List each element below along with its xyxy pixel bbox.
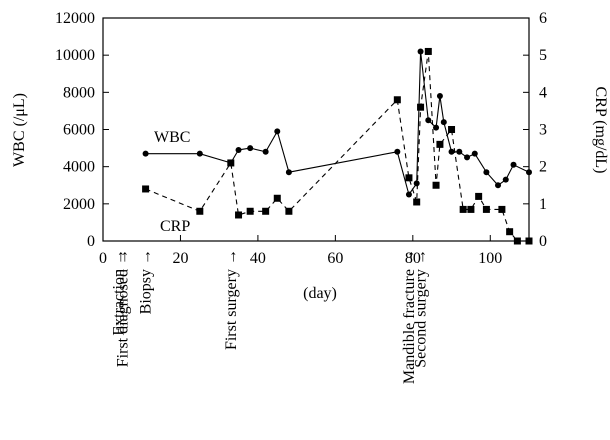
data-point-crp bbox=[482, 205, 490, 213]
y-left-tick-label: 4000 bbox=[63, 159, 95, 176]
data-point-wbc bbox=[394, 148, 401, 155]
data-point-crp bbox=[498, 205, 506, 213]
y-left-tick-label: 0 bbox=[87, 233, 95, 250]
data-point-wbc bbox=[440, 119, 447, 126]
y-axis-label-left: WBC (/μL) bbox=[11, 93, 28, 167]
y-axis-label-right: CRP (mg/dL) bbox=[592, 87, 609, 174]
data-point-crp bbox=[432, 181, 440, 189]
data-point-wbc bbox=[436, 93, 443, 100]
data-point-crp bbox=[227, 159, 235, 167]
event-label: First surgery → bbox=[223, 249, 240, 350]
event-label: Mandible fracture → bbox=[401, 249, 418, 384]
event-label: Biopsy → bbox=[138, 249, 155, 314]
data-point-crp bbox=[459, 205, 467, 213]
data-point-wbc bbox=[425, 117, 432, 124]
data-point-crp bbox=[413, 198, 421, 206]
data-point-wbc bbox=[510, 161, 517, 168]
data-point-crp bbox=[436, 140, 444, 148]
y-right-tick-label: 0 bbox=[539, 233, 547, 250]
data-point-crp bbox=[467, 205, 475, 213]
y-right-tick-label: 6 bbox=[539, 10, 547, 27]
x-tick-label: 100 bbox=[478, 250, 502, 267]
y-left-tick-label: 2000 bbox=[63, 196, 95, 213]
data-point-wbc bbox=[235, 146, 242, 153]
series-label-wbc: WBC bbox=[154, 129, 190, 146]
y-right-tick-label: 5 bbox=[539, 47, 547, 64]
data-point-wbc bbox=[483, 169, 490, 176]
data-point-crp bbox=[405, 174, 413, 182]
series-layer bbox=[142, 47, 533, 245]
data-point-wbc bbox=[471, 150, 478, 157]
data-point-crp bbox=[424, 47, 432, 55]
event-label: Second surgery → bbox=[413, 249, 430, 368]
x-tick-label: 40 bbox=[250, 250, 266, 267]
y-left-tick-label: 6000 bbox=[63, 122, 95, 139]
x-tick-label: 20 bbox=[172, 250, 188, 267]
y-left-tick-label: 10000 bbox=[55, 47, 95, 64]
x-tick-label: 0 bbox=[99, 250, 107, 267]
events-layer: Extraction →First diagnosed → Biopsy → Fir… bbox=[111, 249, 430, 384]
x-tick-label: 80 bbox=[405, 250, 421, 267]
event-label: First diagnosed → bbox=[114, 249, 131, 367]
series-label-crp: CRP bbox=[160, 218, 190, 235]
y-left-tick-label: 8000 bbox=[63, 84, 95, 101]
x-axis-label: (day) bbox=[303, 285, 337, 302]
series-line-wbc bbox=[145, 51, 530, 196]
data-point-wbc bbox=[448, 148, 455, 155]
y-left-tick-label: 12000 bbox=[55, 10, 95, 27]
data-point-wbc bbox=[464, 154, 471, 161]
data-point-wbc bbox=[456, 148, 463, 155]
y-right-tick-label: 4 bbox=[539, 84, 547, 101]
y-right-tick-label: 1 bbox=[539, 196, 547, 213]
y-right-tick-label: 3 bbox=[539, 122, 547, 139]
right-axis-ticks: 0 1 2 3 4 5 6 bbox=[523, 10, 547, 250]
data-point-crp bbox=[142, 185, 150, 193]
data-point-wbc bbox=[285, 169, 292, 176]
data-point-crp bbox=[475, 192, 483, 200]
left-axis-ticks: 0 2000 4000 6000 8000 10000 12000 bbox=[55, 10, 109, 250]
data-point-crp bbox=[262, 207, 270, 215]
data-point-crp bbox=[273, 194, 281, 202]
data-point-wbc bbox=[274, 128, 281, 135]
data-point-crp bbox=[246, 207, 254, 215]
data-point-wbc bbox=[405, 191, 412, 198]
data-point-crp bbox=[417, 103, 425, 111]
y-right-tick-label: 2 bbox=[539, 159, 547, 176]
data-point-wbc bbox=[196, 150, 203, 157]
data-point-wbc bbox=[502, 176, 509, 183]
data-point-wbc bbox=[433, 124, 440, 131]
data-point-crp bbox=[285, 207, 293, 215]
data-point-wbc bbox=[142, 150, 149, 157]
data-point-wbc bbox=[247, 145, 254, 152]
data-point-crp bbox=[235, 211, 243, 219]
event-label: Extraction → bbox=[111, 249, 128, 336]
x-tick-label: 60 bbox=[327, 250, 343, 267]
data-point-crp bbox=[196, 207, 204, 215]
data-point-crp bbox=[506, 228, 514, 236]
data-point-crp bbox=[525, 237, 533, 245]
data-point-wbc bbox=[417, 48, 424, 55]
data-point-wbc bbox=[495, 182, 502, 189]
data-point-crp bbox=[513, 237, 521, 245]
data-point-wbc bbox=[262, 148, 269, 155]
data-point-crp bbox=[393, 96, 401, 104]
data-point-wbc bbox=[413, 180, 420, 187]
data-point-crp bbox=[448, 126, 456, 133]
data-point-wbc bbox=[526, 169, 532, 176]
bottom-axis-ticks: 0 20 40 60 80 100 bbox=[99, 235, 502, 267]
